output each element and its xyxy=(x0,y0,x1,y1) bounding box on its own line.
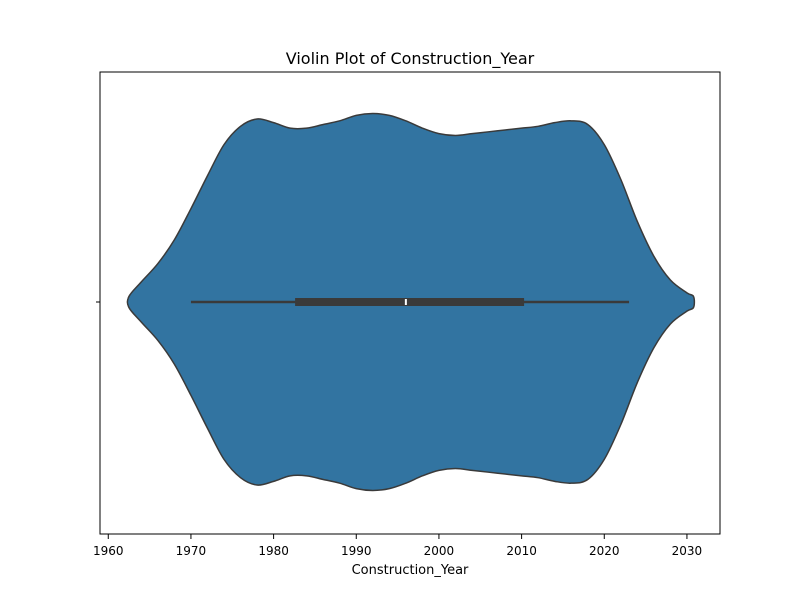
x-axis-label: Construction_Year xyxy=(352,563,469,578)
x-tick-label-1980: 1980 xyxy=(258,544,289,558)
chart-title: Violin Plot of Construction_Year xyxy=(286,49,535,69)
iqr-box xyxy=(295,298,525,306)
median-marker xyxy=(404,299,407,305)
x-tick-label-2000: 2000 xyxy=(424,544,455,558)
x-tick-label-1970: 1970 xyxy=(176,544,207,558)
x-axis-ticks: 1960 1970 1980 1990 2000 2010 2020 2030 xyxy=(93,534,702,558)
axes-frame xyxy=(99,71,721,535)
x-tick-label-2020: 2020 xyxy=(589,544,620,558)
plot-area xyxy=(126,112,696,492)
x-tick-label-2030: 2030 xyxy=(672,544,703,558)
x-tick-label-2010: 2010 xyxy=(506,544,537,558)
x-tick-label-1960: 1960 xyxy=(93,544,124,558)
x-tick-label-1990: 1990 xyxy=(341,544,372,558)
